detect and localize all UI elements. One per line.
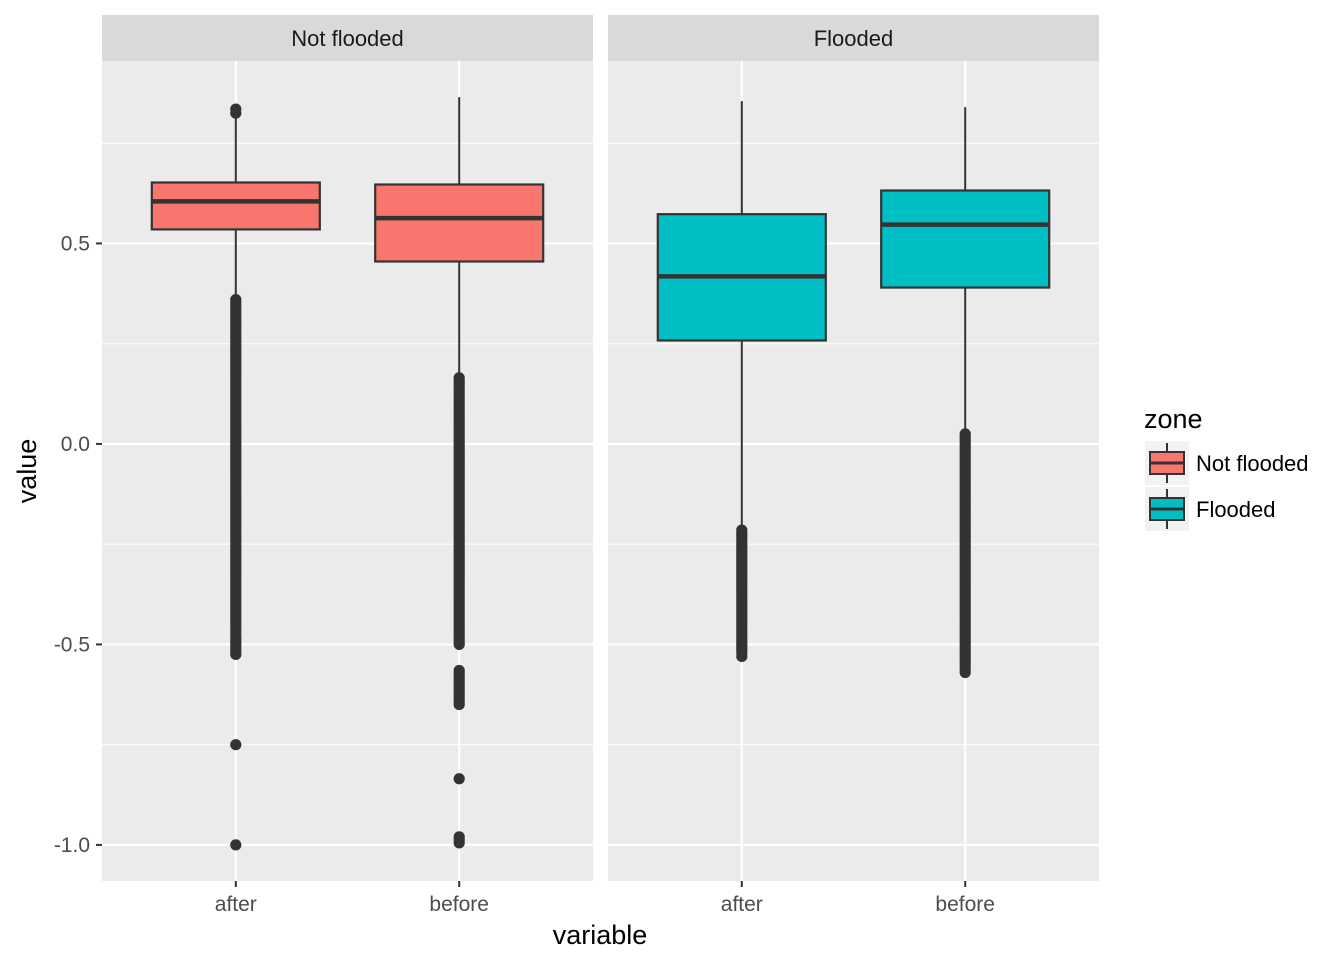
x-axis: after before after before (215, 881, 995, 916)
legend: zone Not flooded Flooded (1144, 404, 1309, 531)
panel-background (608, 61, 1099, 881)
box-body (880, 189, 1051, 289)
legend-item-not-flooded: Not flooded (1145, 441, 1309, 485)
box-body (374, 183, 545, 263)
legend-item-flooded: Flooded (1145, 487, 1276, 531)
y-axis-title: value (12, 439, 42, 504)
outlier-point (736, 650, 748, 663)
outlier-point (959, 666, 971, 679)
outlier-point (230, 839, 242, 851)
facet-strip-label: Not flooded (291, 26, 404, 51)
x-tick-label: before (429, 893, 489, 916)
box-after-not-flooded (150, 103, 321, 851)
outlier-point (453, 837, 465, 849)
legend-title: zone (1144, 404, 1203, 434)
legend-label: Not flooded (1196, 451, 1309, 476)
outlier-point (453, 773, 465, 785)
box-after-flooded (656, 101, 827, 663)
x-tick-label: before (935, 893, 995, 916)
y-tick-label: -1.0 (54, 834, 90, 857)
y-tick-label: 0.0 (61, 433, 90, 456)
x-tick-label: after (721, 893, 763, 916)
outlier-point (230, 107, 242, 119)
facet-panel-flooded: Flooded (608, 15, 1099, 881)
legend-label: Flooded (1196, 497, 1276, 522)
y-axis: 0.5 0.0 -0.5 -1.0 (54, 232, 102, 857)
box-body (150, 181, 321, 231)
y-tick-label: -0.5 (54, 633, 90, 656)
x-tick-label: after (215, 893, 257, 916)
outlier-point (230, 739, 242, 751)
panel-marks (150, 97, 545, 851)
x-axis-title: variable (553, 920, 648, 950)
panel-marks (656, 101, 1051, 679)
outlier-point (453, 698, 465, 711)
facet-strip-label: Flooded (814, 26, 894, 51)
box-before-not-flooded (374, 97, 545, 849)
outlier-point (453, 638, 465, 651)
outlier-point (230, 648, 242, 661)
facet-strip-not-flooded (102, 15, 593, 61)
facet-panel-not-flooded: Not flooded (102, 15, 593, 881)
facet-strip-flooded (608, 15, 1099, 61)
y-tick-label: 0.5 (61, 232, 90, 255)
box-before-flooded (880, 107, 1051, 679)
